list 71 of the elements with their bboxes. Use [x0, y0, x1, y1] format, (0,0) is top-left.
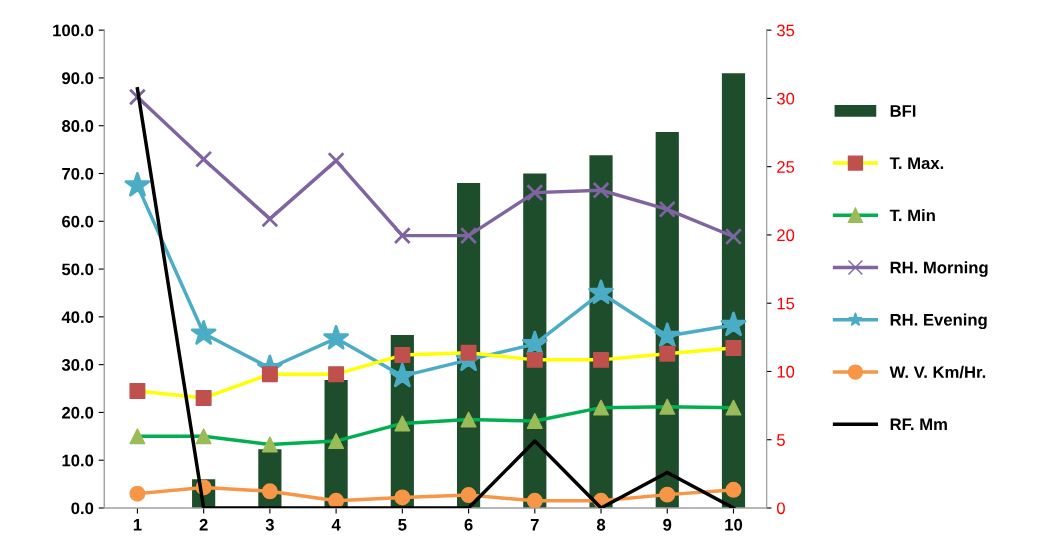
- point: [460, 411, 477, 428]
- point: [659, 398, 676, 415]
- y-tick-label: 40.0: [61, 311, 94, 324]
- y2-tick-label: 20: [777, 229, 795, 242]
- point: [588, 279, 614, 305]
- point: [521, 330, 548, 356]
- x-tick-label: 1: [133, 519, 142, 531]
- y2-tick-label: 0: [776, 502, 785, 515]
- legend-label: RF. Mm: [890, 418, 947, 431]
- legend-label: RH. Evening: [890, 313, 987, 330]
- point: [725, 481, 742, 498]
- y-tick-label: 50.0: [61, 263, 94, 276]
- y2-tick-label: 25: [777, 161, 795, 173]
- point: [328, 433, 345, 450]
- legend-label: T. Min: [889, 209, 935, 222]
- y2-tick-label: 10: [777, 365, 795, 378]
- point: [460, 487, 477, 504]
- y-tick-label: 70.0: [62, 167, 94, 180]
- y-tick-label: 80.0: [61, 120, 94, 132]
- y2-tick-label: 15: [777, 297, 795, 310]
- x-tick-label: 5: [398, 519, 407, 531]
- point: [720, 311, 747, 337]
- legend-label: BFI: [890, 105, 916, 117]
- point: [394, 415, 411, 432]
- point: [658, 200, 676, 219]
- x-tick-label: 2: [199, 518, 208, 531]
- x-tick-label: 6: [464, 518, 473, 531]
- y-tick-label: 10.0: [62, 454, 94, 467]
- point: [261, 436, 278, 453]
- point: [394, 489, 411, 506]
- point: [659, 486, 676, 503]
- x-tick-label: 4: [331, 519, 341, 531]
- point: [592, 181, 610, 199]
- y2-tick-label: 5: [776, 434, 785, 446]
- y-tick-label: 90.0: [62, 72, 94, 85]
- point: [261, 210, 279, 228]
- x-tick-label: 7: [530, 519, 539, 531]
- point: [654, 322, 681, 348]
- legend-label: W. V. Km/Hr.: [889, 365, 986, 379]
- point: [725, 399, 742, 416]
- point: [526, 492, 543, 508]
- point: [129, 428, 146, 445]
- point: [129, 485, 146, 502]
- legend-label: T. Max.: [889, 157, 944, 170]
- x-tick-label: 10: [725, 518, 743, 531]
- point: [261, 483, 278, 500]
- point: [328, 492, 345, 508]
- x-tick-label: 3: [265, 518, 274, 531]
- y-tick-label: 20.0: [62, 406, 94, 419]
- point: [194, 150, 213, 168]
- x-tick-label: 9: [663, 518, 672, 531]
- y2-tick-label: 30: [776, 92, 795, 105]
- point: [190, 320, 217, 345]
- point: [389, 362, 416, 388]
- y-tick-label: 60.0: [62, 215, 94, 228]
- legend-label: RH. Morning: [890, 261, 988, 277]
- y-tick-label: 100.0: [53, 24, 94, 37]
- point: [393, 226, 412, 245]
- point: [459, 226, 478, 245]
- y2-tick-label: 35: [776, 24, 795, 37]
- x-tick-label: 8: [596, 518, 606, 531]
- point: [124, 172, 151, 197]
- point: [323, 324, 349, 350]
- point: [195, 428, 212, 445]
- point: [526, 413, 543, 430]
- point: [724, 227, 743, 246]
- y-tick-label: 30.0: [61, 359, 94, 371]
- point: [327, 151, 345, 170]
- y-tick-label: 0.0: [71, 502, 94, 515]
- point: [593, 399, 610, 416]
- point: [526, 183, 544, 202]
